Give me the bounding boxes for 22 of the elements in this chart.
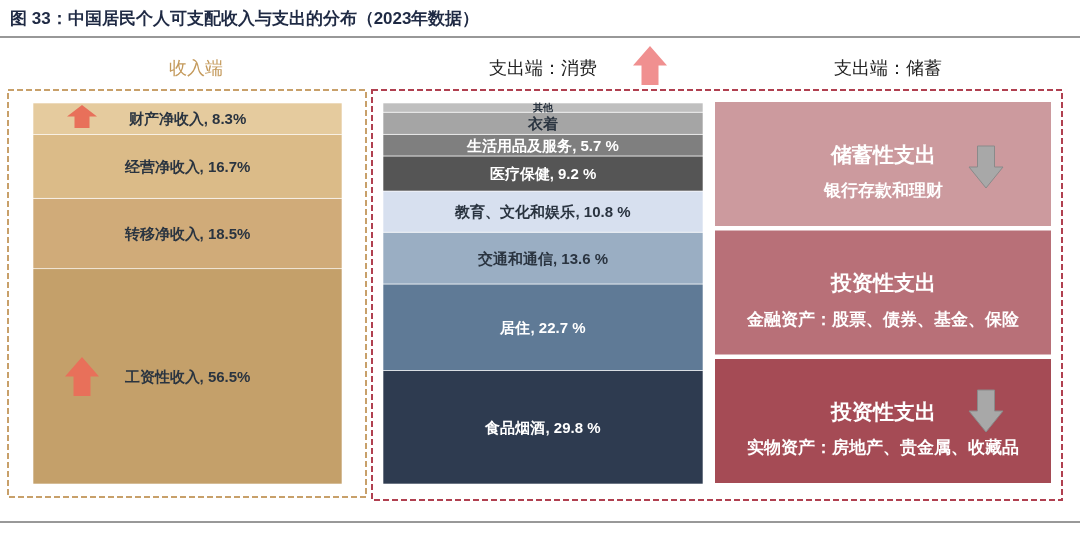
text: 实物资产：房地产、贵金属、收藏品 bbox=[747, 438, 1019, 457]
series-label: 衣着 bbox=[527, 114, 558, 132]
chart-subtitle: 收入端 bbox=[169, 58, 223, 78]
data-label: 经营净收入, 16.7% bbox=[123, 157, 251, 175]
data-label: 教育、文化和娱乐, 10.8 % bbox=[454, 203, 631, 221]
data-label: 居住, 22.7 % bbox=[499, 318, 586, 336]
data-label: 医疗保健, 9.2 % bbox=[489, 164, 597, 182]
data-label: 食品烟酒, 29.8 % bbox=[484, 418, 601, 436]
data-label: 交通和通信, 13.6 % bbox=[476, 249, 609, 267]
data-label: 财产净收入, 8.3% bbox=[127, 110, 247, 128]
data-label: 生活用品及服务, 5.7 % bbox=[466, 136, 619, 154]
chart-subtitle: 支出端：消费 bbox=[489, 58, 597, 78]
data-label: 转移净收入, 18.5% bbox=[123, 224, 251, 242]
text: 银行存款和理财 bbox=[822, 181, 943, 199]
text: 支出端：储蓄 bbox=[834, 58, 942, 78]
series-label: 其他 bbox=[532, 102, 554, 114]
chart-title: 图 33：中国居民个人可支配收入与支出的分布（2023年数据） bbox=[10, 8, 480, 28]
data-label: 工资性收入, 56.5% bbox=[123, 367, 251, 385]
text: 储蓄性支出 bbox=[829, 142, 936, 166]
text: 金融资产：股票、债券、基金、保险 bbox=[746, 309, 1020, 328]
text: 投资性支出 bbox=[829, 399, 936, 423]
text: 投资性支出 bbox=[829, 271, 936, 294]
